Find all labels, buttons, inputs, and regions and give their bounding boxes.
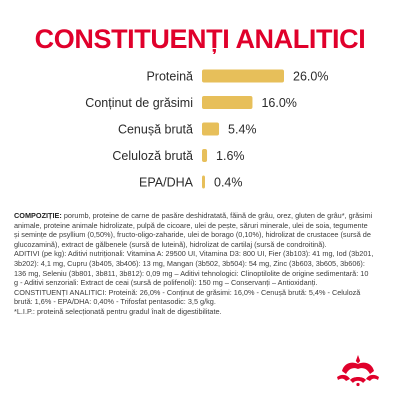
page-title: CONSTITUENȚI ANALITICI: [34, 24, 366, 54]
category-label-proteina: Proteină: [146, 70, 193, 84]
value-label-epa-dha: 0.4%: [214, 176, 243, 190]
category-label-epa-dha: EPA/DHA: [139, 176, 194, 190]
value-label-continut-de-grasimi: 16.0%: [261, 96, 296, 110]
category-label-celuloza-bruta: Celuloză brută: [112, 149, 193, 163]
category-label-continut-de-grasimi: Conținut de grăsimi: [85, 96, 193, 110]
analytical-constituents-bar-chart: Proteină 26.0% Conținut de grăsimi 16.0% Cen…: [85, 69, 328, 190]
composition-body: CONSTITUENȚI ANALITICI: Proteină: 26,0% …: [14, 287, 361, 307]
bar-epa-dha: [202, 175, 205, 189]
composition-paragraph: *L.I.P.: proteină selecționată pentru gr…: [14, 307, 374, 317]
composition-body: ADITIVI (pe kg): Aditivi nutriționali: V…: [14, 249, 374, 288]
bar-proteina: [202, 69, 284, 83]
bar-celuloza-bruta: [202, 149, 208, 162]
composition-paragraph: CONSTITUENȚI ANALITICI: Proteină: 26,0% …: [14, 288, 374, 307]
composition-body: porumb, proteine de carne de pasăre desh…: [14, 211, 373, 249]
composition-heading: COMPOZIȚIE:: [14, 211, 62, 220]
composition-paragraph: ADITIVI (pe kg): Aditivi nutriționali: V…: [14, 249, 374, 287]
category-label-cenusa-bruta: Cenușă brută: [118, 123, 193, 137]
value-label-celuloza-bruta: 1.6%: [216, 149, 245, 163]
bar-cenusa-bruta: [202, 122, 220, 136]
composition-text: COMPOZIȚIE: porumb, proteine de carne de…: [14, 211, 374, 317]
value-label-cenusa-bruta: 5.4%: [228, 123, 257, 137]
royal-canin-crown-logo-icon: [337, 355, 379, 387]
value-label-proteina: 26.0%: [293, 70, 328, 84]
composition-body: *L.I.P.: proteină selecționată pentru gr…: [14, 306, 222, 316]
composition-paragraph: COMPOZIȚIE: porumb, proteine de carne de…: [14, 211, 374, 249]
bar-continut-de-grasimi: [202, 96, 253, 109]
